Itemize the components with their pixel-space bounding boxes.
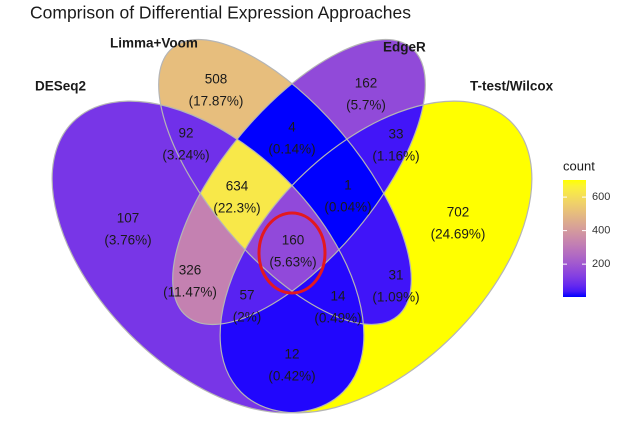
region-percent: (1.16%) [372, 149, 419, 164]
set-outline [219, 100, 533, 414]
region-count: 33 [388, 127, 403, 142]
region-count: 31 [388, 268, 403, 283]
region-percent: (24.69%) [431, 227, 486, 242]
region-count: 107 [117, 211, 140, 226]
region-percent: (0.04%) [324, 200, 371, 215]
region-percent: (17.87%) [189, 94, 244, 109]
set-label: T-test/Wilcox [470, 79, 554, 94]
region-percent: (5.63%) [269, 255, 316, 270]
region-count: 12 [284, 347, 299, 362]
region-count: 14 [330, 289, 346, 304]
region-percent: (3.76%) [104, 233, 151, 248]
region-count: 4 [288, 120, 296, 135]
colorbar-tick-label: 600 [592, 191, 610, 203]
chart-title: Comprison of Differential Expression App… [30, 3, 411, 23]
set-outlines [51, 38, 533, 414]
region-count: 162 [355, 76, 378, 91]
region-count: 634 [226, 179, 249, 194]
set-outline [51, 100, 365, 414]
region-count: 326 [179, 263, 202, 278]
region-labels: 107 (3.76%) 508 (17.87%) 162 (5.7%) 702 (24.69%… [104, 72, 485, 384]
region-count: 160 [282, 233, 305, 248]
set-labels: DESeq2 Limma+Voom EdgeR T-test/Wilcox [35, 36, 554, 94]
set-outline [158, 38, 412, 326]
region-percent: (5.7%) [346, 98, 386, 113]
set-outline [172, 38, 426, 326]
region-percent: (2%) [233, 310, 262, 325]
region-percent: (0.14%) [268, 142, 315, 157]
set-label: DESeq2 [35, 79, 86, 94]
region-count: 57 [239, 288, 254, 303]
set-label: EdgeR [383, 40, 426, 55]
region-count: 92 [178, 126, 193, 141]
region-percent: (3.24%) [162, 148, 209, 163]
region-percent: (0.49%) [314, 311, 361, 326]
region-percent: (22.3%) [213, 201, 260, 216]
region-percent: (11.47%) [163, 285, 217, 300]
colorbar-tick-label: 200 [592, 258, 610, 270]
region-count: 508 [205, 72, 228, 87]
legend-title: count [563, 158, 595, 173]
region-percent: (1.09%) [372, 290, 419, 305]
region-count: 702 [447, 205, 470, 220]
set-label: Limma+Voom [110, 36, 198, 51]
highlight-circle [257, 211, 327, 295]
colorbar [563, 180, 586, 297]
region-count: 1 [344, 178, 352, 193]
region-percent: (0.42%) [268, 369, 315, 384]
colorbar-tick-label: 400 [592, 225, 610, 237]
legend: count 200 400 600 [563, 158, 610, 297]
